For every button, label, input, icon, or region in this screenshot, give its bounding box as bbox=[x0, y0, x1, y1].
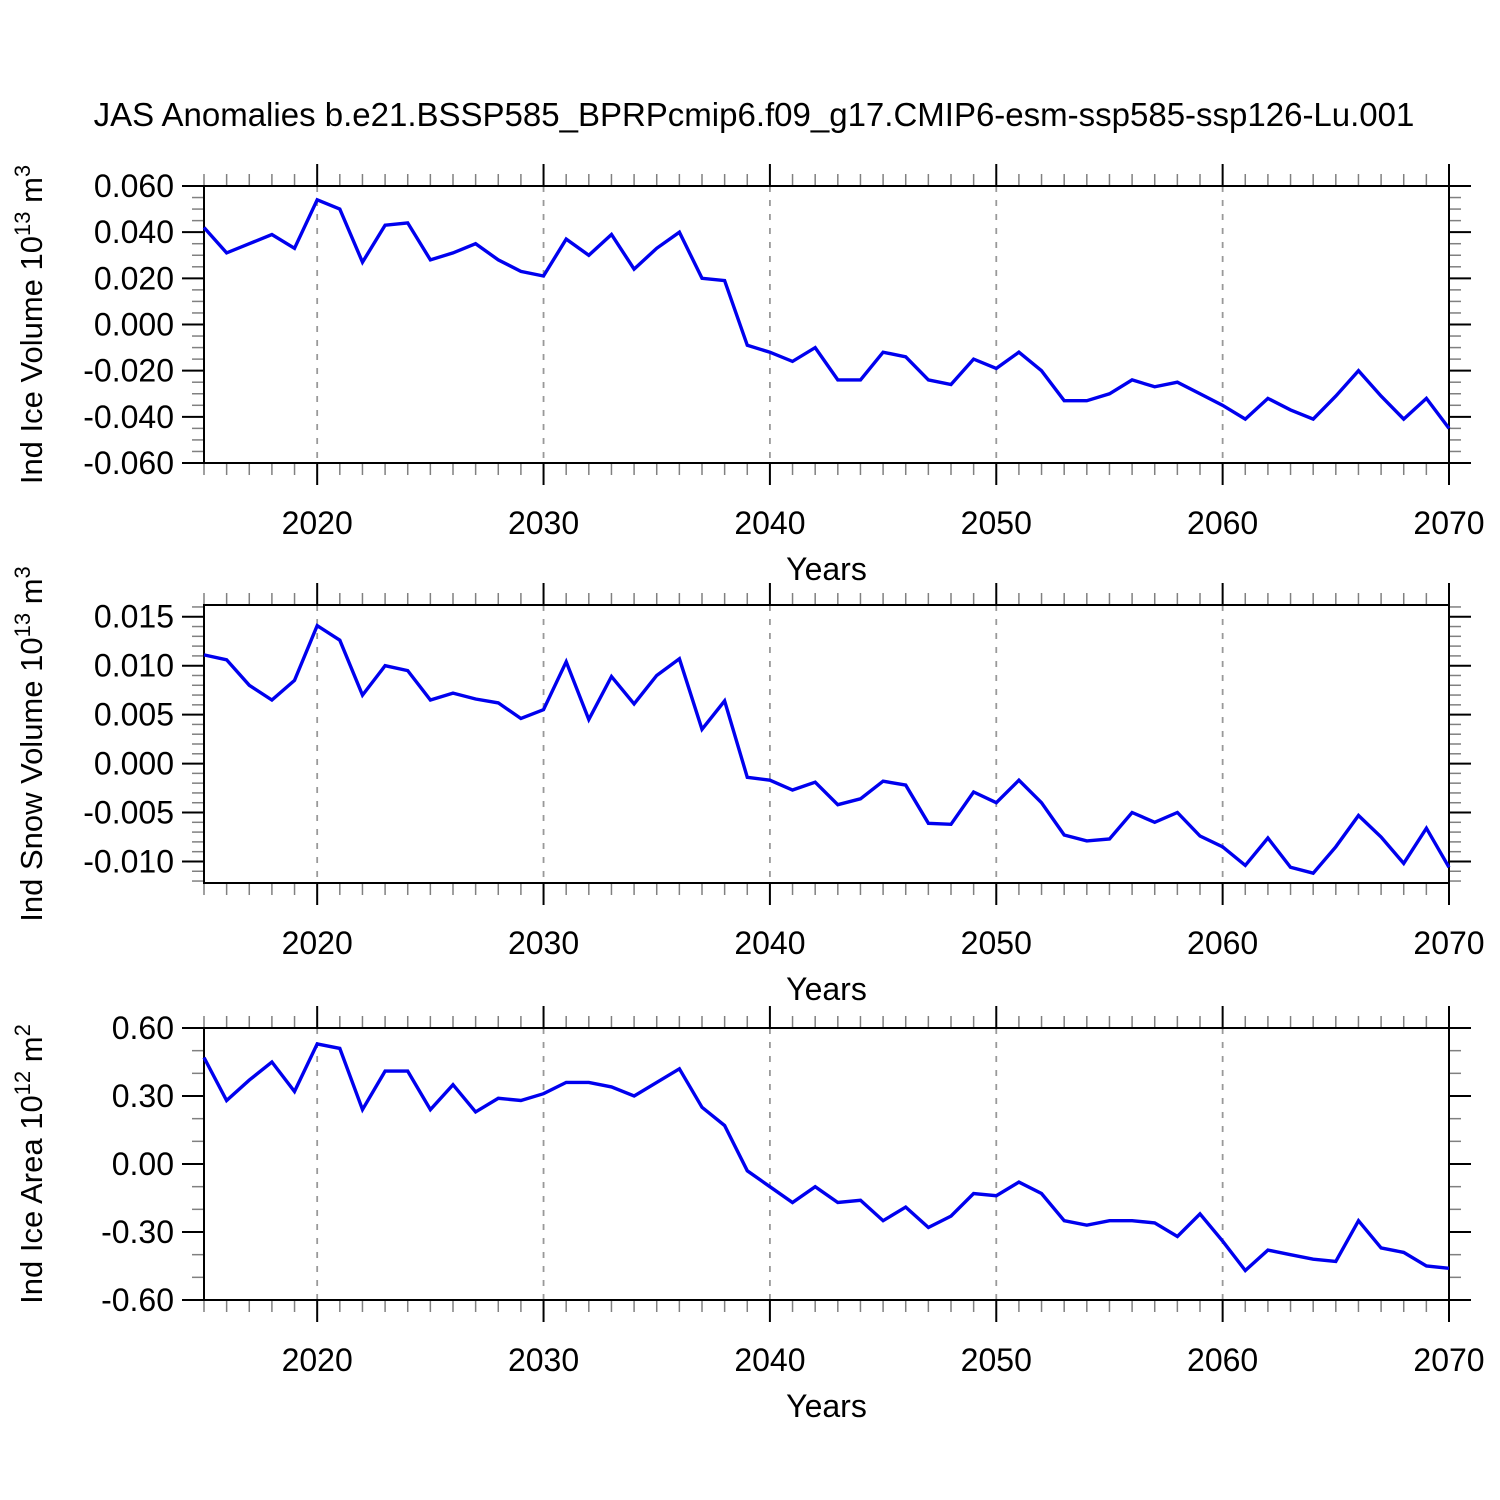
y-tick-label: -0.040 bbox=[83, 399, 174, 435]
y-tick-label: 0.010 bbox=[94, 648, 174, 684]
y-tick-label: -0.005 bbox=[83, 795, 174, 831]
x-tick-label: 2020 bbox=[282, 1342, 353, 1378]
y-tick-label: 0.60 bbox=[112, 1010, 174, 1046]
x-tick-label: 2060 bbox=[1187, 1342, 1258, 1378]
plot-box bbox=[203, 604, 1450, 884]
plot-box bbox=[203, 185, 1450, 464]
panel-ind-ice-area: 0.60 0.30 0.00 -0.30 -0.60 2020 2030 2040 2050 20… bbox=[10, 1006, 1485, 1424]
x-tick-label: 2050 bbox=[961, 505, 1032, 541]
figure-title: JAS Anomalies b.e21.BSSP585_BPRPcmip6.f0… bbox=[93, 96, 1415, 133]
series-line-ind-ice-area bbox=[202, 1041, 1450, 1273]
y-axis-title: Ind Ice Area 1012 m2 bbox=[10, 1024, 49, 1304]
y-tick-label: -0.060 bbox=[83, 445, 174, 481]
panel-ind-snow-volume: 0.015 0.010 0.005 0.000 -0.005 -0.010 2020 2030… bbox=[10, 566, 1485, 1007]
series-line-ind-snow-volume bbox=[203, 623, 1451, 876]
y-tick-label: 0.000 bbox=[94, 307, 174, 343]
y-tick-label: -0.020 bbox=[83, 353, 174, 389]
x-axis-title: Years bbox=[786, 551, 867, 587]
y-tick-label: 0.060 bbox=[94, 168, 174, 204]
y-tick-label: 0.040 bbox=[94, 214, 174, 250]
x-axis-title: Years bbox=[786, 971, 867, 1007]
x-tick-label: 2020 bbox=[282, 925, 353, 961]
x-tick-label: 2030 bbox=[508, 925, 579, 961]
panel-ind-ice-volume: 0.060 0.040 0.020 0.000 -0.020 -0.040 -0.060 20… bbox=[10, 164, 1485, 587]
plot-box bbox=[203, 1027, 1450, 1301]
x-tick-label: 2070 bbox=[1413, 925, 1484, 961]
y-tick-label: 0.020 bbox=[94, 260, 174, 296]
y-tick-label: 0.000 bbox=[94, 746, 174, 782]
y-tick-label: 0.005 bbox=[94, 697, 174, 733]
x-tick-label: 2060 bbox=[1187, 505, 1258, 541]
y-tick-label: -0.60 bbox=[101, 1282, 174, 1318]
y-tick-label: 0.015 bbox=[94, 599, 174, 635]
x-tick-label: 2040 bbox=[734, 925, 805, 961]
x-tick-label: 2050 bbox=[961, 925, 1032, 961]
y-tick-label: -0.010 bbox=[83, 843, 174, 879]
y-tick-label: 0.30 bbox=[112, 1078, 174, 1114]
x-tick-label: 2060 bbox=[1187, 925, 1258, 961]
y-axis-title: Ind Ice Volume 1013 m3 bbox=[10, 165, 49, 484]
x-tick-label: 2070 bbox=[1413, 505, 1484, 541]
x-tick-label: 2020 bbox=[282, 505, 353, 541]
y-tick-label: 0.00 bbox=[112, 1146, 174, 1182]
series-line-ind-ice-volume bbox=[202, 197, 1451, 430]
x-tick-label: 2070 bbox=[1413, 1342, 1484, 1378]
y-tick-label: -0.30 bbox=[101, 1214, 174, 1250]
y-axis-title: Ind Snow Volume 1013 m3 bbox=[10, 566, 49, 922]
x-tick-label: 2030 bbox=[508, 1342, 579, 1378]
x-tick-label: 2040 bbox=[734, 505, 805, 541]
x-tick-label: 2050 bbox=[961, 1342, 1032, 1378]
x-tick-label: 2030 bbox=[508, 505, 579, 541]
x-tick-label: 2040 bbox=[734, 1342, 805, 1378]
x-axis-title: Years bbox=[786, 1388, 867, 1424]
